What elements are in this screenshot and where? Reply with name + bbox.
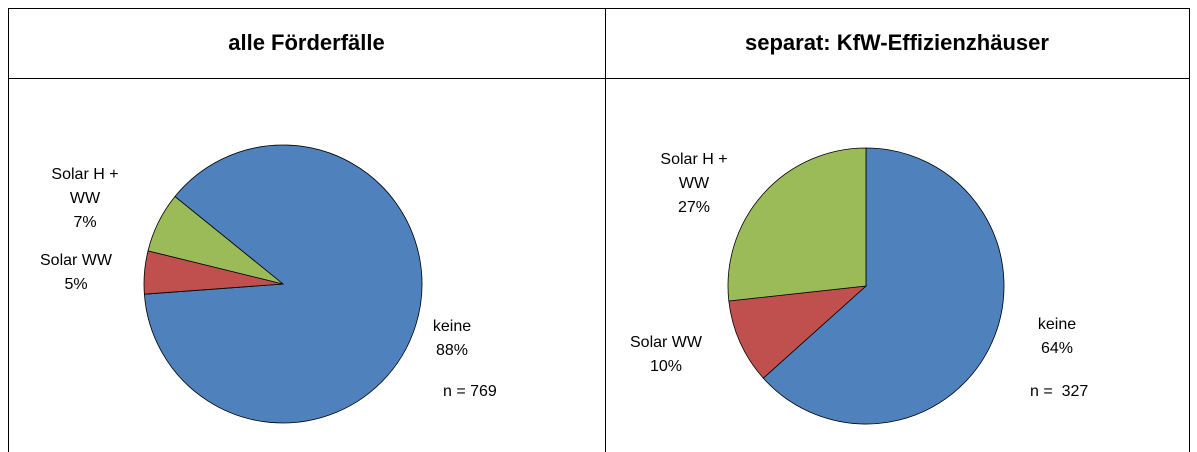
data-label: Solar H + WW 7% xyxy=(40,163,130,235)
value-label: 27% xyxy=(677,199,711,216)
pie-slice xyxy=(728,285,868,379)
pie-slice xyxy=(143,144,423,424)
pie-slice xyxy=(147,195,284,285)
category-label: keine xyxy=(1037,316,1077,333)
value-label: 5% xyxy=(64,276,88,293)
annotation: n = 327 xyxy=(1030,383,1089,400)
data-label: keine 64% xyxy=(1012,313,1102,361)
category-label: Solar WW xyxy=(630,334,702,351)
category-label: keine xyxy=(432,318,472,335)
category-label: Solar WW xyxy=(40,252,112,269)
data-label: keine 88% xyxy=(407,315,497,363)
category-label: Solar H + WW xyxy=(51,166,119,207)
data-label: Solar WW 10% xyxy=(621,331,711,379)
value-label: 88% xyxy=(435,342,469,359)
data-label: Solar H + WW 27% xyxy=(649,148,739,220)
value-label: 64% xyxy=(1040,340,1074,357)
pie-slice xyxy=(727,147,867,302)
chart-title: alle Förderfälle xyxy=(228,30,385,55)
value-label: 7% xyxy=(73,214,97,231)
value-label: 10% xyxy=(649,358,683,375)
data-label: Solar WW 5% xyxy=(31,249,121,297)
annotation: n = 769 xyxy=(443,383,497,400)
pie-slice xyxy=(762,147,1005,425)
category-label: Solar H + WW xyxy=(660,151,728,192)
chart-title: separat: KfW-Effizienzhäuser xyxy=(745,30,1049,55)
